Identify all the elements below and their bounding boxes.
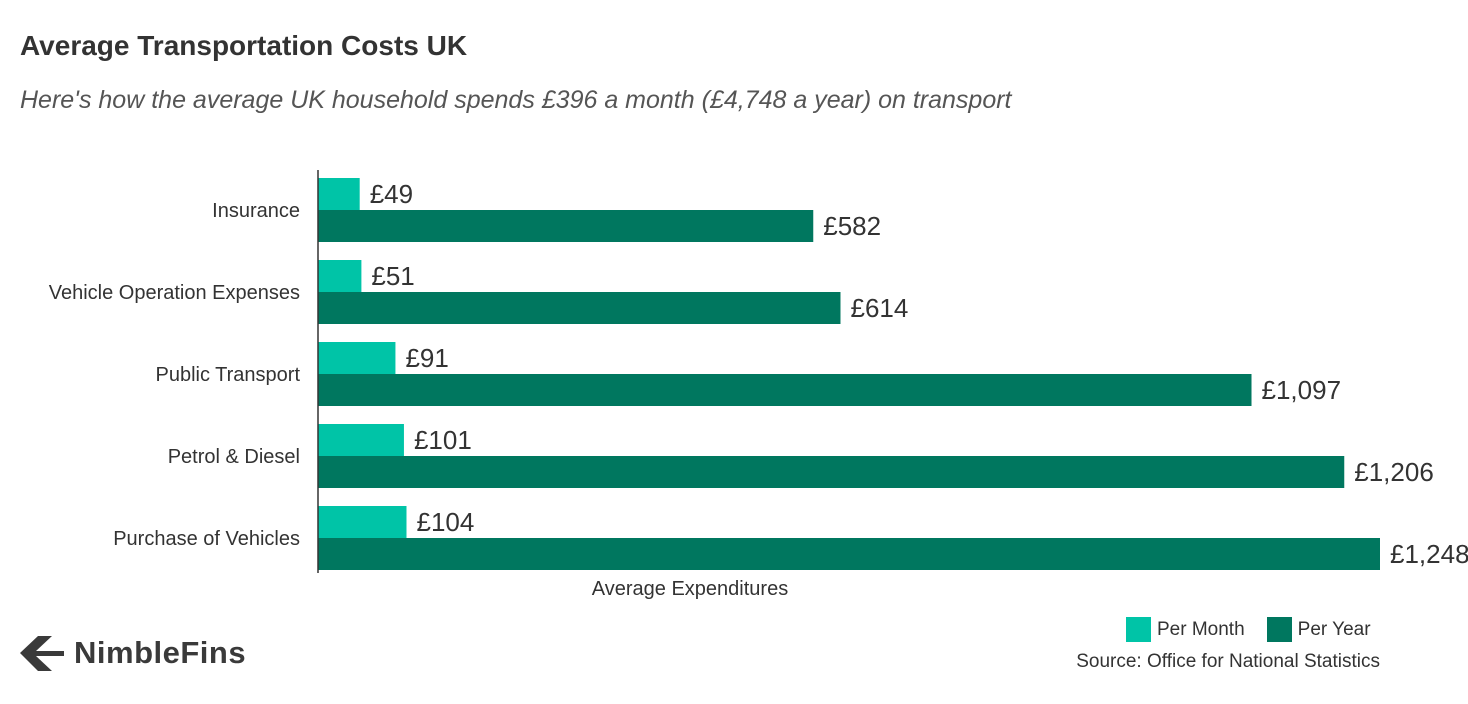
data-label-per-month-public-transport: £91 [405, 343, 448, 373]
chart-title: Average Transportation Costs UK [20, 30, 468, 61]
bar-per-month-purchase-of-vehicles [318, 506, 407, 538]
data-label-per-month-vehicle-operation-expenses: £51 [371, 261, 414, 291]
bar-per-year-vehicle-operation-expenses [318, 292, 841, 324]
bars-layer [318, 178, 1380, 570]
chart-subtitle: Here's how the average UK household spen… [20, 86, 1012, 114]
category-label-petrol-and-diesel: Petrol & Diesel [168, 446, 300, 468]
data-label-per-month-insurance: £49 [370, 179, 413, 209]
legend-item-per-month: Per Month [1126, 617, 1245, 642]
bar-per-month-public-transport [318, 342, 396, 374]
data-label-per-year-insurance: £582 [823, 211, 881, 241]
legend: Per Month Per Year [1126, 617, 1371, 642]
bar-per-year-purchase-of-vehicles [318, 538, 1380, 570]
data-label-per-year-purchase-of-vehicles: £1,248 [1390, 539, 1468, 569]
x-axis-label: Average Expenditures [592, 578, 788, 600]
data-label-per-year-public-transport: £1,097 [1262, 375, 1342, 405]
bar-per-month-petrol-and-diesel [318, 424, 404, 456]
bar-per-year-petrol-and-diesel [318, 456, 1345, 488]
bar-per-year-insurance [318, 210, 814, 242]
legend-item-per-year: Per Year [1266, 617, 1371, 642]
legend-swatch-per-year [1266, 617, 1292, 642]
legend-label-per-month: Per Month [1157, 618, 1245, 640]
nimblefins-arrow-icon [20, 636, 64, 671]
category-label-purchase-of-vehicles: Purchase of Vehicles [113, 528, 300, 550]
labels-layer: Insurance £49 £582 Vehicle Operation Expens… [49, 179, 1468, 569]
legend-label-per-year: Per Year [1297, 618, 1371, 640]
source-note: Source: Office for National Statistics [1076, 651, 1380, 672]
data-label-per-year-vehicle-operation-expenses: £614 [850, 293, 908, 323]
bar-per-year-public-transport [318, 374, 1252, 406]
data-label-per-year-petrol-and-diesel: £1,206 [1354, 457, 1434, 487]
category-label-public-transport: Public Transport [155, 364, 300, 386]
category-label-vehicle-operation-expenses: Vehicle Operation Expenses [49, 282, 300, 304]
data-label-per-month-purchase-of-vehicles: £104 [417, 507, 475, 537]
category-label-insurance: Insurance [212, 200, 300, 222]
bar-per-month-insurance [318, 178, 360, 210]
bar-per-month-vehicle-operation-expenses [318, 260, 362, 292]
logo-text: NimbleFins [74, 635, 247, 670]
legend-swatch-per-month [1126, 617, 1151, 642]
nimblefins-logo[interactable]: NimbleFins [18, 633, 246, 673]
data-label-per-month-petrol-and-diesel: £101 [414, 425, 472, 455]
